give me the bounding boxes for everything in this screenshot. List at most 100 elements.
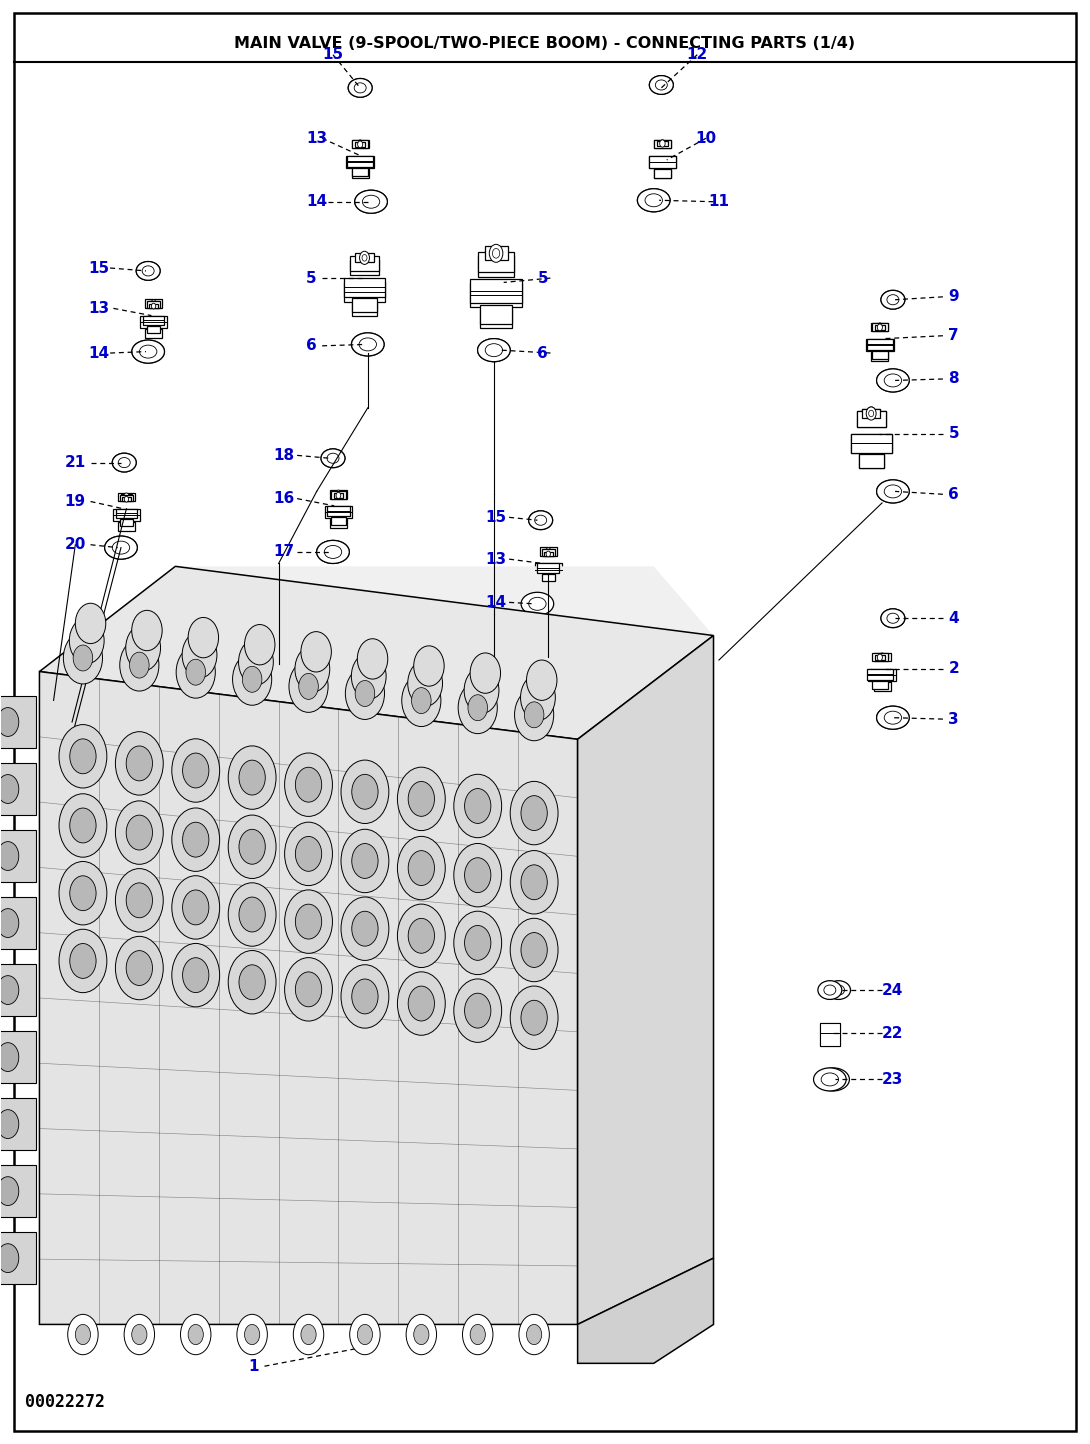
Circle shape [59,930,107,992]
Ellipse shape [826,980,850,999]
Ellipse shape [650,75,674,94]
Circle shape [412,687,432,713]
Ellipse shape [521,592,554,615]
Ellipse shape [112,453,136,472]
FancyBboxPatch shape [327,505,350,516]
Text: 14: 14 [485,595,507,609]
Circle shape [239,638,274,684]
Circle shape [0,908,19,937]
Circle shape [407,1314,437,1354]
Circle shape [358,140,363,147]
Circle shape [70,809,96,843]
Circle shape [510,986,558,1050]
Circle shape [189,618,219,658]
Circle shape [284,890,332,953]
Text: 6: 6 [306,338,316,354]
Ellipse shape [351,334,384,355]
FancyBboxPatch shape [820,1022,839,1047]
Circle shape [182,632,217,679]
Circle shape [123,492,129,500]
FancyBboxPatch shape [875,654,885,660]
FancyBboxPatch shape [149,303,158,308]
Circle shape [299,673,318,699]
Text: 1: 1 [249,1359,258,1373]
Circle shape [867,407,876,420]
FancyBboxPatch shape [481,305,511,323]
FancyBboxPatch shape [862,409,881,417]
Ellipse shape [876,706,909,729]
Circle shape [358,1324,373,1344]
FancyBboxPatch shape [540,576,557,586]
Text: 15: 15 [323,48,343,62]
Ellipse shape [887,614,899,624]
Circle shape [237,1314,267,1354]
Circle shape [358,142,363,147]
Ellipse shape [638,189,670,212]
Circle shape [408,986,435,1021]
Circle shape [398,836,445,900]
Circle shape [362,254,367,261]
Circle shape [519,1314,549,1354]
Ellipse shape [477,339,510,361]
Ellipse shape [354,191,387,214]
Circle shape [116,732,164,796]
Ellipse shape [325,546,341,559]
Circle shape [877,323,883,331]
Circle shape [464,788,490,823]
Circle shape [177,647,216,697]
Text: MAIN VALVE (9-SPOOL/TWO-PIECE BOOM) - CONNECTING PARTS (1/4): MAIN VALVE (9-SPOOL/TWO-PIECE BOOM) - CO… [234,36,856,51]
Ellipse shape [884,485,901,498]
Circle shape [70,618,105,664]
Text: 15: 15 [88,260,110,276]
FancyBboxPatch shape [485,251,508,264]
Ellipse shape [136,261,160,280]
FancyBboxPatch shape [331,491,346,498]
Text: 4: 4 [948,611,959,625]
FancyBboxPatch shape [352,303,377,316]
FancyBboxPatch shape [120,494,133,501]
Circle shape [341,965,389,1028]
Circle shape [510,781,558,845]
Circle shape [289,660,328,712]
Circle shape [360,256,370,269]
Circle shape [341,829,389,892]
FancyBboxPatch shape [118,492,135,501]
Circle shape [295,645,330,692]
Circle shape [408,781,435,816]
Circle shape [228,950,276,1014]
FancyBboxPatch shape [868,669,893,680]
Ellipse shape [818,980,841,999]
Ellipse shape [351,334,384,355]
FancyBboxPatch shape [354,140,365,146]
FancyBboxPatch shape [540,547,557,556]
Circle shape [239,829,265,864]
Ellipse shape [876,368,909,391]
Ellipse shape [813,1069,846,1092]
Circle shape [489,248,502,267]
FancyBboxPatch shape [147,302,160,309]
Ellipse shape [322,449,344,468]
Circle shape [239,965,265,999]
Circle shape [493,248,499,258]
Circle shape [244,1324,259,1344]
FancyBboxPatch shape [343,279,385,297]
Polygon shape [578,635,714,1324]
Text: 9: 9 [948,289,959,305]
Circle shape [172,809,220,871]
FancyBboxPatch shape [0,965,36,1017]
Polygon shape [578,1258,714,1363]
Circle shape [336,492,341,498]
Circle shape [124,497,129,503]
FancyBboxPatch shape [657,140,668,146]
FancyBboxPatch shape [872,323,887,332]
Text: 20: 20 [64,537,86,552]
Ellipse shape [881,290,905,309]
FancyBboxPatch shape [332,491,344,497]
FancyBboxPatch shape [0,1232,36,1284]
Ellipse shape [477,339,510,361]
Circle shape [172,739,220,803]
FancyBboxPatch shape [649,156,676,168]
Ellipse shape [884,374,901,387]
Text: 8: 8 [948,371,959,387]
FancyBboxPatch shape [873,653,891,661]
